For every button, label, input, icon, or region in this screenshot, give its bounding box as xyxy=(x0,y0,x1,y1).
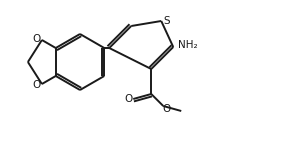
Text: O: O xyxy=(33,80,41,90)
Text: O: O xyxy=(124,94,132,104)
Text: S: S xyxy=(163,16,170,26)
Text: NH₂: NH₂ xyxy=(178,40,198,50)
Text: O: O xyxy=(162,104,170,114)
Text: O: O xyxy=(33,34,41,44)
